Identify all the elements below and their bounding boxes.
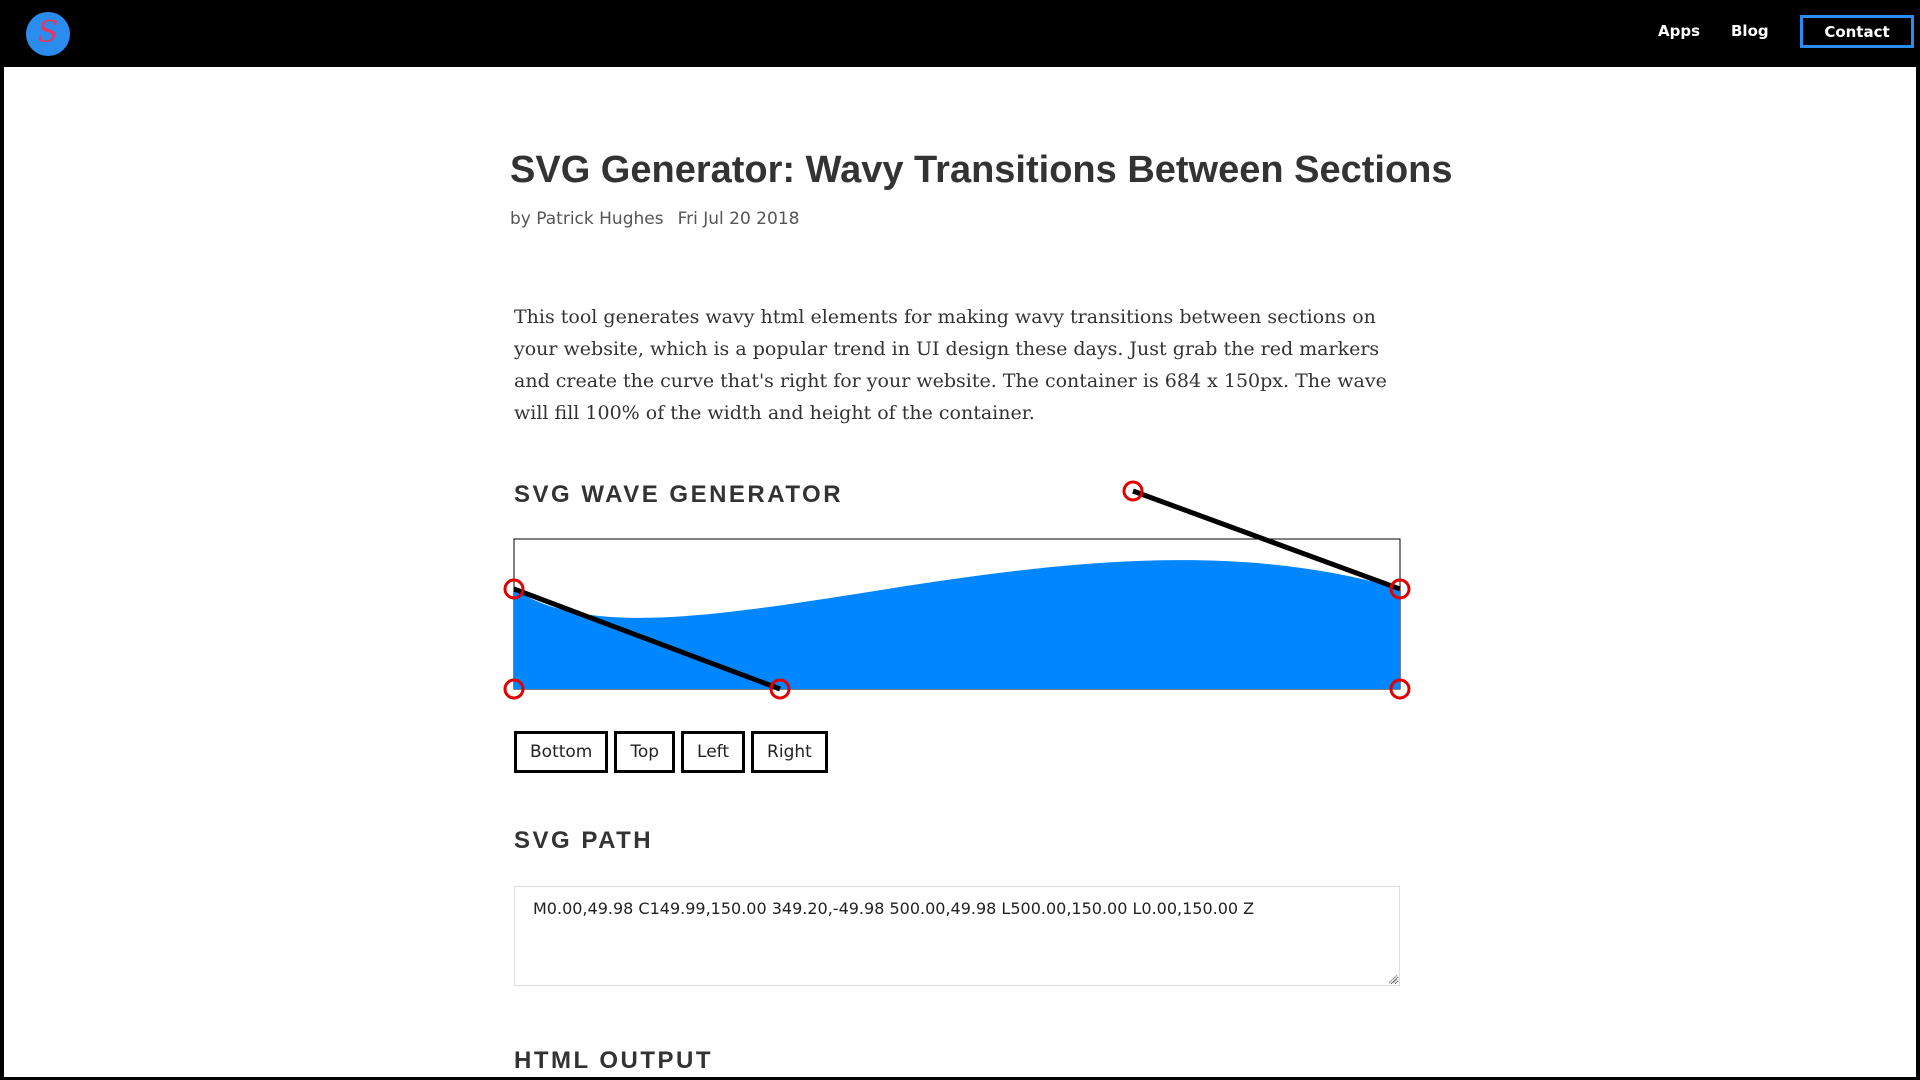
author: by Patrick Hughes (510, 209, 664, 229)
top-navbar: S Apps Blog Contact (0, 0, 1920, 67)
publish-date: Fri Jul 20 2018 (677, 209, 800, 229)
handle-bottom-right[interactable] (1389, 678, 1411, 700)
logo-glyph: S (37, 15, 59, 50)
handle-control-2[interactable] (1122, 480, 1144, 502)
control-line-left (513, 586, 781, 692)
wave-shape (514, 560, 1400, 689)
handle-end-point[interactable] (1389, 578, 1411, 600)
html-output-heading: HTML OUTPUT (514, 1047, 714, 1074)
byline: by Patrick Hughes Fri Jul 20 2018 (510, 209, 799, 229)
right-button[interactable]: Right (751, 731, 828, 773)
control-line-right (1132, 488, 1401, 592)
svg-path-heading: SVG PATH (514, 827, 654, 854)
handle-start-point[interactable] (503, 578, 525, 600)
nav-link-blog[interactable]: Blog (1731, 22, 1769, 40)
contact-button[interactable]: Contact (1800, 15, 1914, 48)
handle-control-1[interactable] (769, 678, 791, 700)
site-logo[interactable]: S (26, 12, 70, 56)
page-title: SVG Generator: Wavy Transitions Between … (510, 149, 1453, 191)
svg-path-textarea[interactable]: M0.00,49.98 C149.99,150.00 349.20,-49.98… (514, 886, 1400, 986)
nav-link-apps[interactable]: Apps (1658, 22, 1701, 40)
bottom-button[interactable]: Bottom (514, 731, 609, 773)
wave-generator-heading: SVG WAVE GENERATOR (514, 481, 844, 508)
top-button[interactable]: Top (614, 731, 676, 773)
page-content: SVG Generator: Wavy Transitions Between … (4, 67, 1916, 1077)
wave-container (513, 538, 1401, 690)
handle-bottom-left[interactable] (503, 678, 525, 700)
resize-handle-icon[interactable] (1388, 974, 1398, 984)
left-button[interactable]: Left (681, 731, 746, 773)
intro-paragraph: This tool generates wavy html elements f… (514, 306, 1387, 424)
position-button-group: Bottom Top Left Right (514, 731, 828, 773)
